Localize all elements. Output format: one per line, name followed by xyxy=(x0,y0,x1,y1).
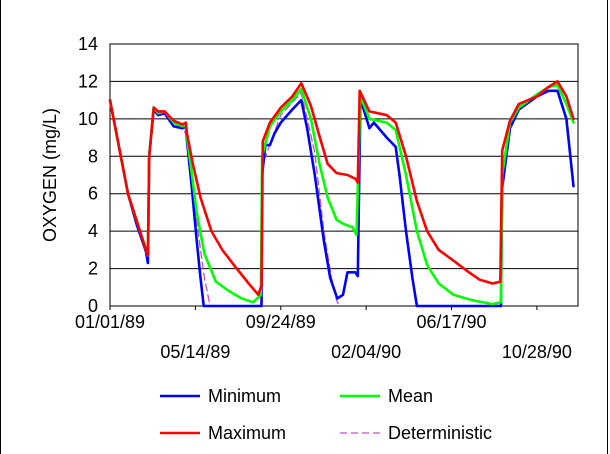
y-axis-title: OXYGEN (mg/L) xyxy=(40,108,60,242)
x-tick-label: 02/04/90 xyxy=(331,342,401,362)
y-tick-label: 0 xyxy=(88,296,98,316)
x-tick-label: 05/14/89 xyxy=(160,342,230,362)
legend-label-deterministic: Deterministic xyxy=(388,423,492,443)
y-tick-labels: 0 2 4 6 8 10 12 14 xyxy=(78,34,98,316)
legend-label-minimum: Minimum xyxy=(208,386,281,406)
series-line-mean xyxy=(108,83,575,306)
y-tick-label: 14 xyxy=(78,34,98,54)
x-tick-label: 01/01/89 xyxy=(75,312,145,332)
x-tick-label: 10/28/90 xyxy=(502,342,572,362)
x-tick-label: 09/24/89 xyxy=(246,312,316,332)
y-tick-label: 8 xyxy=(88,146,98,166)
y-tick-label: 6 xyxy=(88,184,98,204)
series-layer xyxy=(108,80,575,308)
legend-label-maximum: Maximum xyxy=(208,423,286,443)
series-line-maximum xyxy=(108,80,575,297)
plot-area-border xyxy=(109,43,579,307)
y-tick-label: 4 xyxy=(88,221,98,241)
series-line-deterministic xyxy=(109,92,340,307)
y-tick-label: 2 xyxy=(88,259,98,279)
legend: Minimum Mean Maximum Deterministic xyxy=(160,386,492,443)
legend-label-mean: Mean xyxy=(388,386,433,406)
series-line-minimum xyxy=(108,89,575,308)
x-tick-labels: 01/01/89 05/14/89 09/24/89 02/04/90 06/17/90… xyxy=(75,306,572,362)
y-tick-label: 10 xyxy=(78,109,98,129)
x-tick-label: 06/17/90 xyxy=(416,312,486,332)
y-tick-label: 12 xyxy=(78,71,98,91)
